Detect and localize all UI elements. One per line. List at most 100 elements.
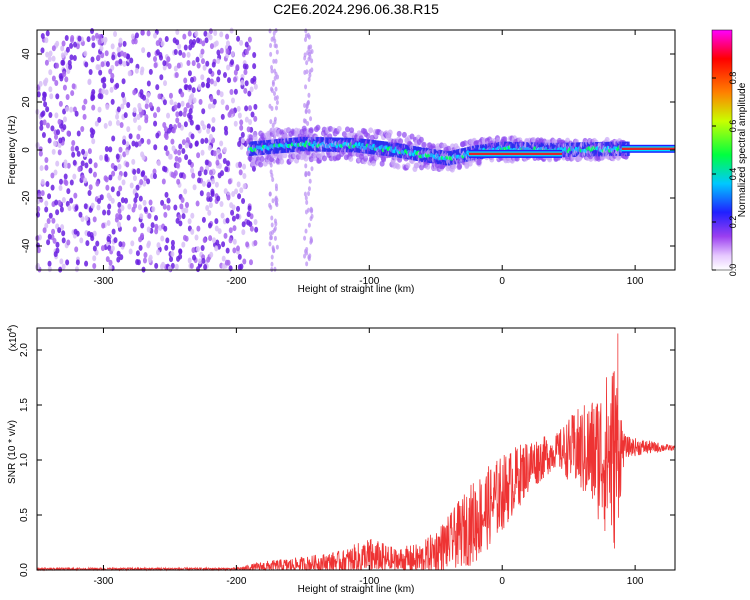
spectrogram-noise-speck xyxy=(269,169,273,175)
spectrogram-noise-speck xyxy=(79,237,84,244)
spectrogram-noise-speck xyxy=(274,71,278,77)
spectrogram-noise-speck xyxy=(230,209,235,216)
spectrogram-noise-speck xyxy=(134,32,139,39)
snr-series-line xyxy=(36,333,676,572)
spectrogram-noise-speck xyxy=(142,94,147,101)
snr-x-tick-label: 0 xyxy=(499,576,505,587)
spectrogram-noise-speck xyxy=(180,196,185,203)
spectrogram-noise-speck xyxy=(129,182,134,189)
spectrogram-noise-speck xyxy=(101,222,106,229)
spectrogram-noise-speck xyxy=(132,89,137,96)
spectrogram-noise-speck xyxy=(302,118,306,124)
spectrogram-noise-speck xyxy=(55,40,60,47)
snr-y-tick-label: 1.5 xyxy=(19,398,30,412)
spectrogram-noise-speck xyxy=(168,153,173,160)
spectrogram-noise-speck xyxy=(160,199,165,206)
spectrogram-noise-speck xyxy=(307,92,311,98)
snr-multiplier-exponent: 4 xyxy=(7,328,14,332)
spectrogram-noise-speck xyxy=(115,113,120,120)
spectrogram-noise-speck xyxy=(81,104,86,111)
spectrogram-noise-speck xyxy=(210,188,215,195)
spectrogram-noise-speck xyxy=(55,209,60,216)
spectrogram-noise-speck xyxy=(136,133,141,140)
spectrogram-noise-speck xyxy=(84,61,89,68)
spectrogram-noise-speck xyxy=(71,83,76,90)
spectrogram-noise-speck xyxy=(206,128,211,135)
spectrogram-noise-speck xyxy=(305,199,309,205)
spectrogram-noise-speck xyxy=(44,164,49,171)
spectrogram-noise-speck xyxy=(274,200,278,206)
spectrogram-noise-speck xyxy=(171,145,176,152)
spectrogram-noise-speck xyxy=(45,106,50,113)
spectrogram-noise-speck xyxy=(97,106,102,113)
spectrogram-noise-speck xyxy=(71,139,76,146)
spectrogram-noise-speck xyxy=(271,198,275,204)
spectrogram-noise-speck xyxy=(225,247,230,254)
spectrogram-noise-speck xyxy=(119,254,124,261)
spectrogram-noise-speck xyxy=(115,153,120,160)
spectrogram-line-core xyxy=(468,152,563,156)
spectrogram-noise-speck xyxy=(77,35,82,42)
spectrogram-noise-speck xyxy=(62,116,67,123)
spectrogram-noise-speck xyxy=(268,241,272,247)
spectrogram-noise-speck xyxy=(47,233,52,240)
spectrogram-noise-speck xyxy=(66,239,71,246)
spectrogram-noise-speck xyxy=(57,199,62,206)
spectrogram-noise-speck xyxy=(209,78,214,85)
spectrogram-xlabel: Height of straight line (km) xyxy=(298,284,415,295)
spectrogram-noise-speck xyxy=(307,191,311,197)
spectrogram-noise-speck xyxy=(242,173,247,180)
spectrogram-trace-halo xyxy=(604,136,610,143)
spectrogram-noise-speck xyxy=(273,75,277,81)
spectrogram-noise-speck xyxy=(246,219,251,226)
spectrogram-noise-speck xyxy=(133,197,138,204)
spectrogram-noise-speck xyxy=(148,254,153,261)
spectrogram-trace-halo xyxy=(292,152,298,159)
spectrogram-noise-speck xyxy=(184,207,189,214)
spectrogram-noise-speck xyxy=(143,206,148,213)
spectrogram-noise-speck xyxy=(166,197,171,204)
spectrogram-noise-speck xyxy=(186,60,191,67)
spectrogram-noise-speck xyxy=(71,151,76,158)
spectrogram-y-tick-label: 20 xyxy=(21,96,32,108)
spectrogram-noise-speck xyxy=(88,167,93,174)
spectrogram-noise-speck xyxy=(65,106,70,113)
spectrogram-noise-speck xyxy=(253,219,258,226)
spectrogram-noise-speck xyxy=(230,59,235,66)
spectrogram-noise-speck xyxy=(42,95,47,102)
spectrogram-noise-speck xyxy=(237,253,242,260)
spectrogram-noise-speck xyxy=(274,196,278,202)
spectrogram-noise-speck xyxy=(84,162,89,169)
spectrogram-noise-speck xyxy=(60,45,65,52)
spectrogram-noise-speck xyxy=(192,97,197,104)
spectrogram-noise-speck xyxy=(48,86,53,93)
spectrogram-noise-speck xyxy=(82,113,87,120)
spectrogram-noise-speck xyxy=(163,80,168,87)
spectrogram-noise-speck xyxy=(131,158,136,165)
spectrogram-noise-speck xyxy=(94,32,99,39)
spectrogram-noise-speck xyxy=(190,228,195,235)
spectrogram-noise-speck xyxy=(61,237,66,244)
spectrogram-noise-speck xyxy=(95,240,100,247)
spectrogram-noise-speck xyxy=(236,105,241,112)
spectrogram-noise-speck xyxy=(164,244,169,251)
spectrogram-noise-speck xyxy=(159,74,164,81)
spectrogram-noise-speck xyxy=(38,146,43,153)
spectrogram-noise-speck xyxy=(275,186,279,192)
spectrogram-noise-speck xyxy=(60,224,65,231)
spectrogram-noise-speck xyxy=(125,149,130,156)
spectrogram-noise-speck xyxy=(128,133,133,140)
spectrogram-noise-speck xyxy=(113,165,118,172)
spectrogram-noise-speck xyxy=(233,69,238,76)
spectrogram-noise-speck xyxy=(138,236,143,243)
spectrogram-noise-speck xyxy=(244,41,249,48)
spectrogram-noise-speck xyxy=(105,104,110,111)
spectrogram-noise-speck xyxy=(249,86,254,93)
spectrogram-noise-speck xyxy=(196,152,201,159)
spectrogram-noise-speck xyxy=(110,197,115,204)
spectrogram-noise-speck xyxy=(83,203,88,210)
spectrogram-noise-speck xyxy=(203,30,208,37)
spectrogram-noise-speck xyxy=(214,245,219,252)
spectrogram-x-tick-label: 0 xyxy=(499,276,505,287)
snr-xlabel: Height of straight line (km) xyxy=(298,584,415,595)
